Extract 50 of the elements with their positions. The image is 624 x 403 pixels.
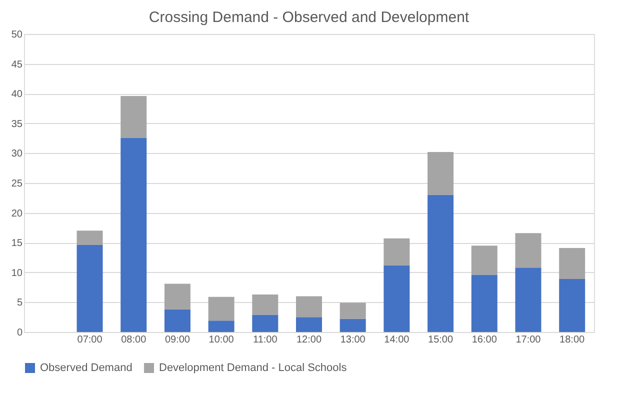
x-tick-label: 18:00 [560, 334, 586, 346]
y-tick-label: 10 [11, 268, 23, 279]
bar [559, 248, 586, 279]
bar [340, 302, 366, 319]
x-tick-label: 17:00 [516, 334, 542, 346]
bar [296, 317, 322, 332]
x-tick-label: 13:00 [340, 334, 366, 346]
x-tick-label: 07:00 [77, 334, 103, 346]
y-tick-label: 15 [11, 238, 23, 250]
bar [340, 318, 366, 332]
bar [164, 309, 190, 332]
x-tick-label: 12:00 [296, 334, 322, 346]
y-tick-label: 5 [16, 298, 23, 309]
y-tick-label: 50 [11, 30, 23, 40]
y-tick-label: 35 [11, 118, 23, 130]
bar [252, 314, 278, 332]
y-tick-label: 20 [11, 208, 23, 220]
bar [515, 233, 542, 268]
legend-label: Observed Demand [40, 362, 132, 374]
y-tick-label: 30 [11, 148, 23, 160]
bar [296, 296, 322, 318]
bar [559, 278, 586, 332]
bar [76, 244, 103, 332]
y-tick-label: 25 [11, 178, 23, 190]
x-tick-label: 15:00 [428, 334, 454, 346]
bar [120, 96, 147, 138]
y-tick-label: 45 [11, 59, 23, 70]
bar [428, 152, 454, 195]
x-tick-label: 10:00 [208, 334, 234, 346]
x-tick-label: 16:00 [472, 334, 498, 346]
bar [252, 294, 278, 315]
y-tick-label: 0 [16, 328, 23, 338]
bar [164, 284, 190, 310]
bar [428, 194, 454, 332]
bar [384, 238, 410, 266]
x-tick-label: 08:00 [121, 334, 147, 346]
x-tick-label: 11:00 [253, 334, 278, 346]
bar [120, 138, 147, 332]
x-tick-label: 09:00 [164, 334, 190, 346]
bar [384, 265, 410, 332]
bar [471, 274, 498, 332]
bar [471, 246, 498, 275]
bar [76, 230, 103, 245]
x-tick-label: 14:00 [384, 334, 410, 346]
legend-label: Development Demand - Local Schools [159, 362, 348, 374]
bar [208, 320, 234, 332]
chart-title: Crossing Demand - Observed and Development [148, 9, 470, 26]
bar [208, 296, 234, 321]
bar [515, 268, 542, 332]
y-tick-label: 40 [11, 89, 23, 100]
